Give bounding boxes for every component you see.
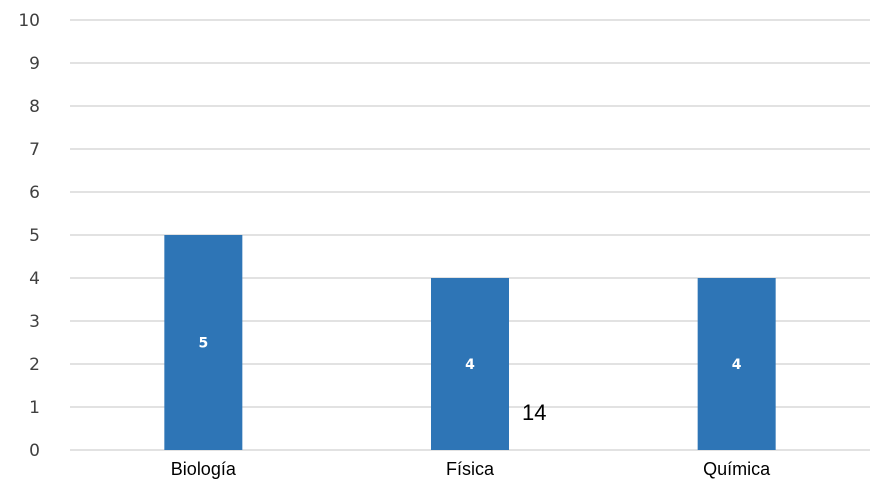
- annotation-text: 14: [522, 400, 546, 425]
- y-tick-label: 0: [29, 441, 40, 461]
- y-tick-label: 6: [29, 183, 40, 203]
- y-tick-label: 4: [29, 269, 40, 289]
- bar: [431, 278, 509, 450]
- data-label: 5: [198, 336, 208, 352]
- bar: [164, 235, 243, 450]
- y-tick-label: 2: [29, 355, 40, 375]
- bars: [164, 235, 776, 450]
- y-axis-tick-labels: 0 1 2 3 4 5 6 7 8 9 10: [18, 11, 40, 461]
- y-tick-label: 8: [29, 97, 40, 117]
- data-label: 4: [732, 357, 742, 373]
- y-tick-label: 5: [29, 226, 40, 246]
- y-tick-label: 9: [29, 54, 40, 74]
- x-category-label: Física: [446, 459, 495, 479]
- y-tick-label: 10: [18, 11, 40, 31]
- x-category-label: Biología: [171, 459, 237, 479]
- x-category-label: Química: [703, 459, 771, 479]
- y-tick-label: 3: [29, 312, 40, 332]
- y-tick-label: 1: [29, 398, 40, 418]
- y-tick-label: 7: [29, 140, 40, 160]
- x-axis-category-labels: Biología Física Química: [171, 459, 771, 479]
- data-label: 4: [465, 357, 475, 373]
- bar: [697, 278, 776, 450]
- data-labels: 5 4 4: [198, 336, 741, 374]
